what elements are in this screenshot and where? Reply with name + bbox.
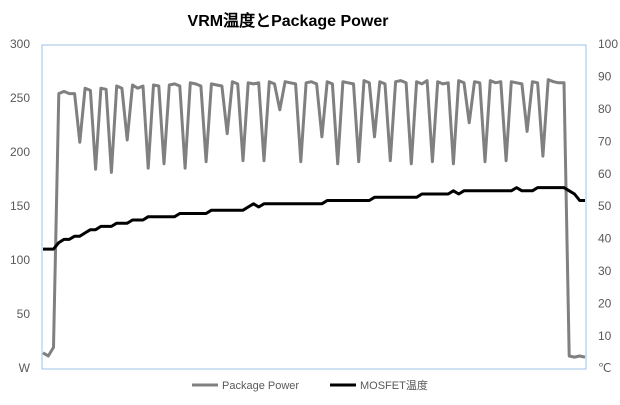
y-tick-label: 250 (10, 91, 30, 105)
y2-tick-label: 60 (598, 167, 612, 181)
y2-tick-label: 90 (598, 70, 612, 84)
y2-tick-label: 40 (598, 232, 612, 246)
y2-tick-label: 30 (598, 264, 612, 278)
y-tick-label: 150 (10, 199, 30, 213)
y-tick-label: 300 (10, 37, 30, 51)
y2-tick-label: 70 (598, 134, 612, 148)
series-line (42, 78, 586, 359)
y-tick-label: W (19, 361, 31, 375)
y-tick-label: 100 (10, 253, 30, 267)
series-line (43, 186, 585, 251)
y2-tick-label: 80 (598, 102, 612, 116)
y2-tick-label: 10 (598, 329, 612, 343)
y2-tick-label: ℃ (598, 361, 611, 375)
legend-label: MOSFET温度 (360, 378, 428, 392)
y2-tick-label: 50 (598, 199, 612, 213)
legend-label: Package Power (222, 380, 299, 392)
y2-tick-label: 20 (598, 296, 612, 310)
y-tick-label: 50 (17, 307, 31, 321)
chart-title: VRM温度とPackage Power (188, 11, 389, 30)
y2-tick-label: 100 (598, 37, 618, 51)
plot-frame (41, 44, 587, 370)
y-tick-label: 200 (10, 145, 30, 159)
